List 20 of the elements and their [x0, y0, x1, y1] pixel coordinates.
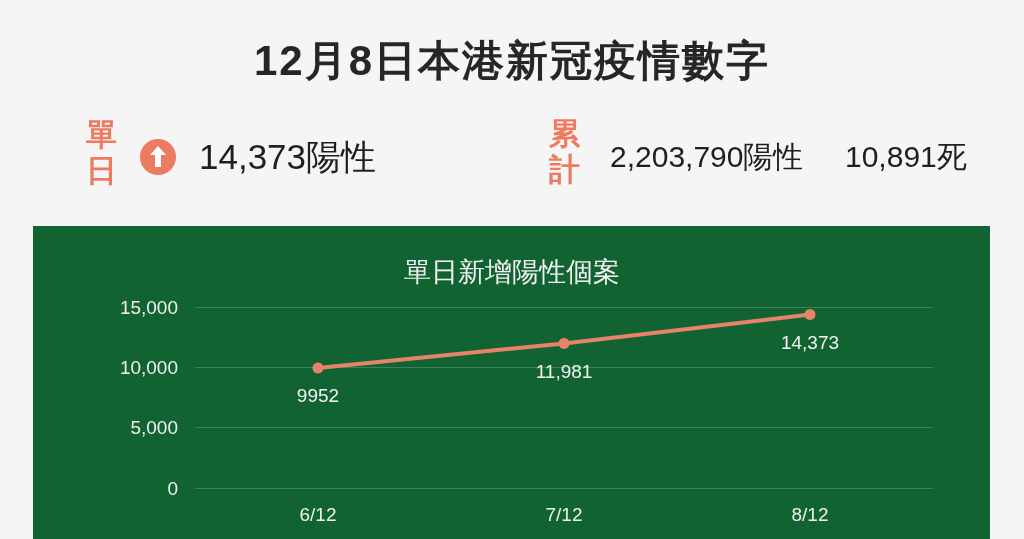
point — [558, 337, 570, 349]
data-label: 9952 — [296, 385, 340, 407]
chart-title: 單日新增陽性個案 — [403, 256, 620, 287]
text: 2,203,790陽性 — [610, 140, 804, 173]
data-label: 14,373 — [780, 332, 840, 354]
y-tick-label: 10,000 — [119, 356, 178, 378]
text: 14,373陽性 — [199, 137, 377, 176]
text: 累計 — [549, 116, 580, 188]
text: 12月8日本港新冠疫情數字 — [252, 37, 772, 84]
data-label: 11,981 — [535, 360, 593, 382]
y-tick-label: 15,000 — [119, 296, 178, 318]
point — [804, 309, 816, 321]
x-tick-label: 7/12 — [545, 504, 583, 525]
x-tick-label: 8/12 — [791, 504, 829, 525]
y-tick-label: 0 — [167, 477, 178, 499]
x-tick-label: 6/12 — [299, 504, 337, 525]
text: 10,891死 — [845, 140, 967, 173]
text: 單日 — [86, 117, 117, 189]
y-tick-label: 5,000 — [130, 417, 178, 439]
point — [312, 362, 324, 374]
